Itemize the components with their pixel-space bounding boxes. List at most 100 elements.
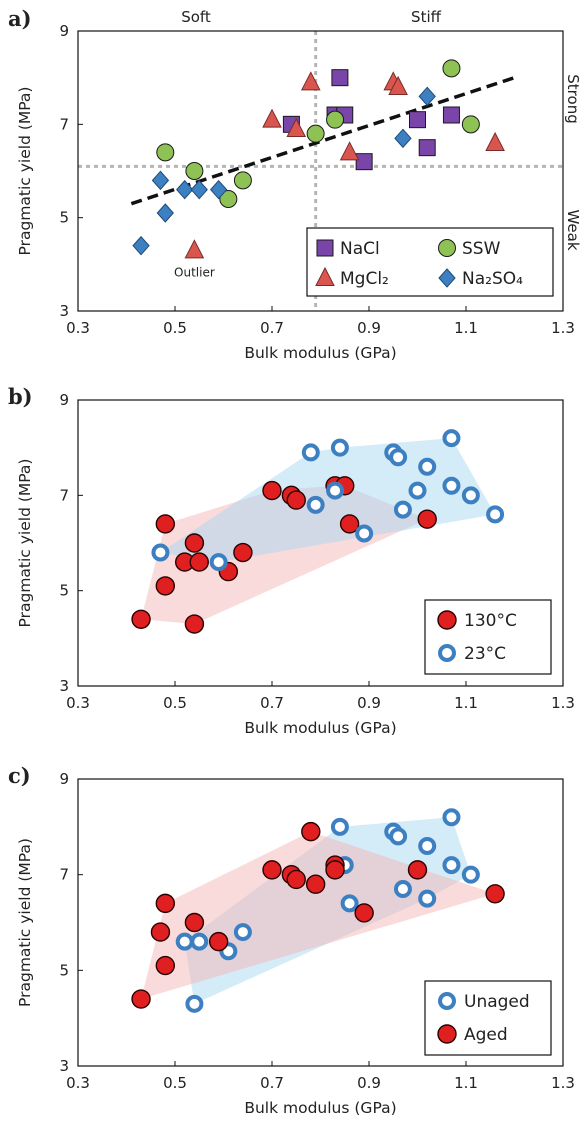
legend-marker-ssw <box>438 239 456 257</box>
point-unaged <box>389 827 408 846</box>
y-tick-label: 3 <box>59 302 69 320</box>
point-ssw <box>219 190 238 208</box>
x-tick-label: 0.3 <box>66 694 90 712</box>
y-tick-label: 3 <box>59 677 69 695</box>
x-axis-title: Bulk modulus (GPa) <box>244 1099 396 1117</box>
y-tick-label: 3 <box>59 1057 69 1075</box>
point-23-c <box>151 543 170 562</box>
point-aged <box>301 821 321 842</box>
point-23-c <box>442 429 461 448</box>
point-130-c <box>262 480 282 501</box>
point-na-so <box>156 203 174 223</box>
point-23-c <box>418 457 437 476</box>
point-mgcl <box>300 71 321 91</box>
point-na-so <box>394 128 412 149</box>
x-tick-label: 0.9 <box>357 1074 381 1092</box>
y-tick-label: 9 <box>59 22 69 40</box>
point-130-c <box>131 609 151 629</box>
point-23-c <box>306 495 325 514</box>
y-tick-label: 7 <box>59 115 69 133</box>
point-23-c <box>326 481 345 500</box>
annotation-outlier: Outlier <box>174 265 215 279</box>
point-23-c <box>330 438 349 457</box>
panel-letter: c) <box>8 763 31 788</box>
point-mgcl <box>339 141 360 161</box>
region-label-strong: Strong <box>564 74 581 123</box>
series-mgcl <box>184 71 505 259</box>
panel-letter: a) <box>8 6 32 31</box>
legend-label-na-so: Na₂SO₄ <box>462 269 523 289</box>
x-tick-label: 1.1 <box>454 1074 478 1092</box>
point-ssw <box>156 143 175 162</box>
panel-a: Outlier 0.3 0.5 0.7 0.9 1.1 1.3 3 5 7 9 Bulk modulu… <box>8 6 581 362</box>
x-tick-label: 0.3 <box>66 319 90 337</box>
series-nacl <box>282 69 460 171</box>
point-130-c <box>189 552 209 572</box>
y-axis-title: Pragmatic yield (MPa) <box>16 838 34 1007</box>
point-unaged <box>418 889 437 908</box>
region-label-soft: Soft <box>181 8 211 26</box>
y-tick-label: 5 <box>59 209 69 227</box>
point-23-c <box>393 500 412 519</box>
hull-23-c <box>160 438 496 563</box>
legend-marker-23-c <box>438 644 456 662</box>
legend-marker-na-so <box>438 268 456 288</box>
point-unaged <box>190 932 209 951</box>
point-23-c <box>355 524 374 543</box>
point-aged <box>184 912 205 933</box>
plot-frame <box>77 399 564 687</box>
point-nacl <box>331 69 349 87</box>
point-unaged <box>442 808 461 827</box>
x-tick-label: 1.3 <box>551 1074 575 1092</box>
point-aged <box>155 955 176 976</box>
point-nacl <box>409 111 426 129</box>
y-tick-label: 9 <box>59 391 69 409</box>
point-unaged <box>233 923 252 942</box>
point-nacl <box>442 106 460 124</box>
point-na-so <box>132 235 150 256</box>
y-tick-label: 7 <box>59 866 69 884</box>
point-23-c <box>209 553 228 572</box>
x-tick-label: 0.5 <box>163 319 187 337</box>
point-nacl <box>418 139 436 157</box>
x-tick-label: 0.7 <box>260 319 284 337</box>
region-label-weak: Weak <box>564 209 581 250</box>
legend-label-unaged: Unaged <box>464 992 530 1012</box>
point-130-c <box>184 614 205 634</box>
legend-label-nacl: NaCl <box>340 239 380 259</box>
point-130-c <box>339 514 360 534</box>
point-na-so <box>151 170 170 191</box>
series-23-c <box>151 429 505 572</box>
x-tick-label: 0.7 <box>260 694 284 712</box>
point-130-c <box>184 533 205 553</box>
x-tick-label: 0.3 <box>66 1074 90 1092</box>
x-tick-label: 0.9 <box>357 319 381 337</box>
point-23-c <box>408 481 427 500</box>
point-23-c <box>442 476 461 495</box>
point-aged <box>286 869 306 890</box>
legend-label-aged: Aged <box>464 1025 508 1045</box>
point-aged <box>407 860 428 880</box>
point-na-so <box>190 179 208 200</box>
point-unaged <box>461 865 480 884</box>
x-tick-label: 1.3 <box>551 319 575 337</box>
legend: Unaged Aged <box>424 980 552 1056</box>
point-na-so <box>176 179 194 200</box>
panel-b: 0.3 0.5 0.7 0.9 1.1 1.3 3 5 7 9 Bulk modulus (GPa)… <box>8 384 575 737</box>
point-aged <box>305 874 326 894</box>
point-ssw <box>326 110 345 129</box>
point-aged <box>131 989 151 1009</box>
point-aged <box>150 922 171 942</box>
plot-frame <box>77 778 564 1067</box>
y-axis-title: Pragmatic yield (MPa) <box>16 87 34 256</box>
y-tick-label: 5 <box>59 582 69 600</box>
point-aged <box>354 903 374 923</box>
panel-letter: b) <box>8 384 33 409</box>
region-label-stiff: Stiff <box>411 8 442 26</box>
point-aged <box>262 860 282 880</box>
point-23-c <box>301 443 320 462</box>
legend: NaCl SSW MgCl₂ Na₂SO₄ <box>306 227 554 297</box>
point-ssw <box>233 171 252 190</box>
legend-marker-130-c <box>437 610 457 630</box>
